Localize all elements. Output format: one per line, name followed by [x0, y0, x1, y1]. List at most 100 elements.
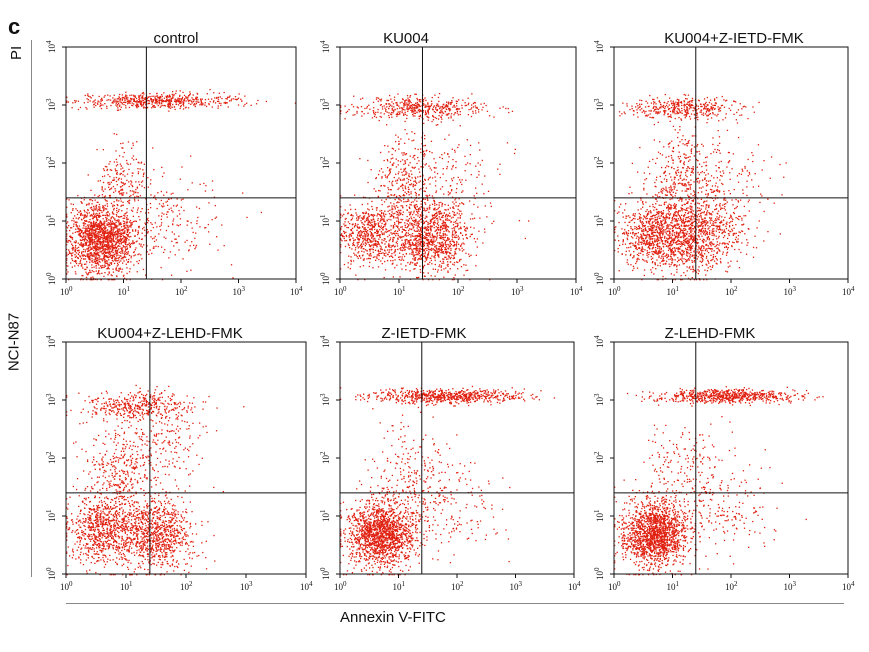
event-dot: [126, 173, 129, 175]
event-dot: [116, 215, 118, 217]
event-dot: [113, 247, 115, 249]
event-dot: [100, 236, 103, 239]
event-dot: [125, 227, 127, 229]
event-dot: [87, 94, 89, 97]
event-dot: [111, 242, 113, 244]
event-dot: [83, 231, 85, 234]
event-dot: [112, 231, 114, 233]
event-dot: [108, 271, 110, 273]
event-dot: [434, 246, 436, 248]
event-dot: [130, 97, 132, 100]
event-dot: [352, 231, 354, 233]
event-dot: [168, 103, 170, 106]
event-dot: [80, 214, 82, 216]
event-dot: [378, 225, 380, 227]
event-dot: [100, 227, 102, 229]
event-dot: [91, 229, 93, 231]
event-dot: [423, 231, 426, 233]
event-dot: [135, 181, 137, 183]
event-dot: [98, 101, 100, 103]
event-dot: [106, 224, 108, 226]
event-dot: [171, 209, 173, 212]
event-dot: [92, 224, 94, 227]
event-dot: [375, 98, 378, 100]
event-dot: [438, 243, 441, 245]
event-dot: [232, 98, 234, 100]
event-dot: [95, 236, 97, 238]
event-dot: [123, 228, 125, 230]
event-dot: [99, 236, 101, 238]
event-dot: [447, 255, 449, 257]
event-dot: [431, 177, 434, 179]
event-dot: [400, 107, 402, 109]
event-dot: [394, 208, 396, 210]
event-dot: [450, 117, 452, 119]
event-dot: [422, 240, 424, 243]
event-dot: [404, 111, 406, 113]
event-dot: [114, 101, 116, 103]
event-dot: [146, 229, 148, 231]
event-dot: [204, 102, 206, 104]
event-dot: [416, 106, 418, 109]
event-dot: [358, 231, 360, 233]
event-dot: [89, 218, 91, 221]
event-dot: [389, 94, 391, 97]
event-dot: [229, 95, 231, 97]
event-dot: [447, 102, 450, 105]
event-dot: [508, 111, 510, 114]
event-dot: [423, 264, 426, 267]
event-dot: [213, 196, 216, 198]
event-dot: [456, 110, 458, 112]
x-tick-label: 101: [118, 285, 131, 297]
event-dot: [411, 108, 413, 110]
event-dot: [465, 264, 467, 266]
event-dot: [441, 222, 443, 225]
event-dot: [104, 258, 106, 260]
event-dot: [90, 199, 92, 201]
event-dot: [344, 105, 346, 107]
event-dot: [412, 220, 415, 222]
event-dot: [464, 229, 466, 231]
event-dot: [433, 236, 435, 238]
event-dot: [190, 222, 192, 224]
event-dot: [84, 258, 87, 260]
event-dot: [105, 236, 107, 238]
event-dot: [454, 220, 457, 223]
event-dot: [414, 257, 416, 259]
event-dot: [87, 256, 89, 258]
event-dot: [433, 221, 435, 224]
event-dot: [366, 105, 369, 108]
event-dot: [115, 243, 117, 245]
event-dot: [423, 209, 425, 212]
event-dot: [105, 245, 107, 247]
event-dot: [97, 223, 99, 225]
event-dot: [143, 226, 145, 229]
event-dot: [102, 232, 104, 235]
event-dot: [172, 97, 174, 99]
event-dot: [400, 226, 402, 228]
event-dot: [443, 221, 446, 223]
event-dot: [102, 226, 105, 229]
event-dot: [425, 99, 427, 102]
event-dot: [434, 263, 436, 266]
event-dot: [390, 168, 392, 170]
event-dot: [424, 203, 427, 205]
event-dot: [75, 262, 78, 265]
event-dot: [417, 241, 419, 243]
event-dot: [115, 238, 117, 240]
event-dot: [382, 220, 385, 222]
event-dot: [387, 167, 389, 169]
event-dot: [79, 232, 81, 235]
event-dot: [344, 240, 346, 242]
event-dot: [421, 206, 423, 208]
event-dot: [402, 211, 404, 213]
event-dot: [104, 244, 106, 246]
event-dot: [146, 245, 148, 247]
event-dot: [83, 222, 85, 225]
event-dot: [348, 109, 350, 111]
event-dot: [439, 156, 441, 158]
event-dot: [426, 255, 429, 257]
event-dot: [108, 223, 110, 225]
event-dot: [80, 235, 82, 237]
event-dot: [460, 181, 462, 183]
